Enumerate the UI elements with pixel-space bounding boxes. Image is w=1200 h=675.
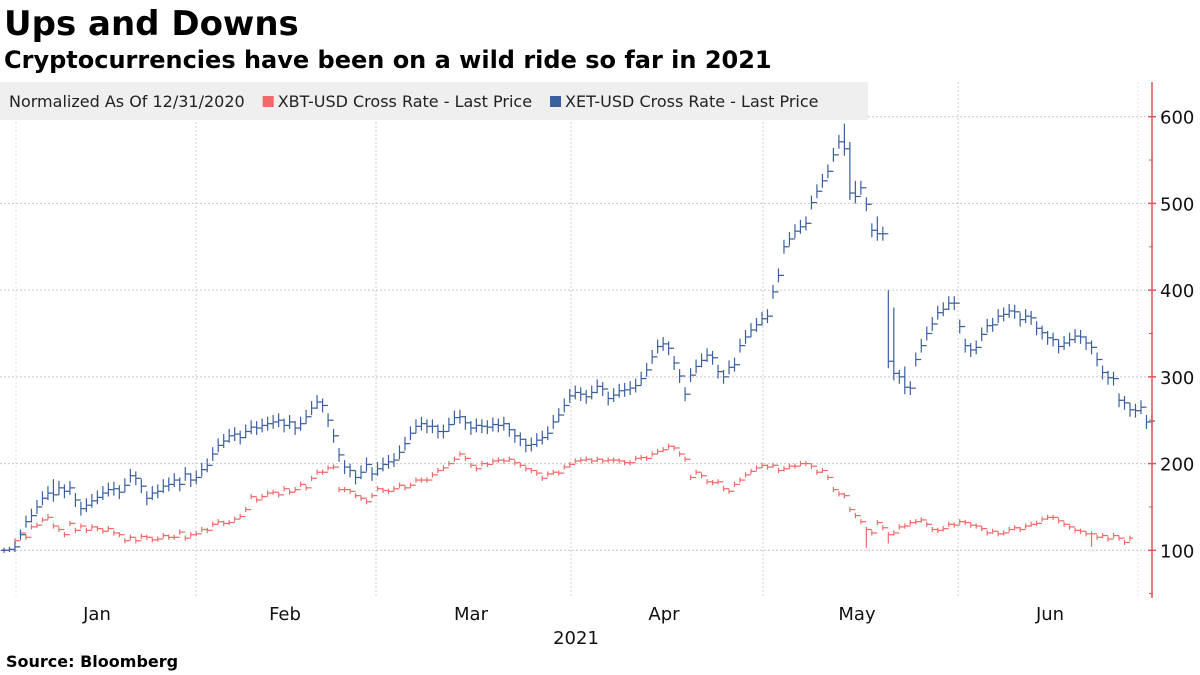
grid-layer: [0, 82, 1150, 598]
y-tick-label: 200: [1160, 455, 1194, 476]
legend-note: Normalized As Of 12/31/2020: [9, 92, 245, 111]
legend-label-xet: XET-USD Cross Rate - Last Price: [565, 92, 818, 111]
x-tick-label: Feb: [269, 604, 301, 625]
legend: Normalized As Of 12/31/2020 XBT-USD Cros…: [0, 82, 868, 120]
y-tick-label: 100: [1160, 541, 1194, 562]
y-tick-label: 600: [1160, 108, 1194, 129]
series-xbt: [1, 443, 1133, 553]
legend-background: [0, 82, 868, 120]
series-xet: [1, 123, 1155, 553]
x-tick-label: Apr: [648, 604, 680, 625]
x-tick-label: May: [838, 604, 876, 625]
x-axis-year-label: 2021: [553, 628, 599, 649]
chart-subtitle: Cryptocurrencies have been on a wild rid…: [4, 46, 772, 74]
legend-swatch-xet: [550, 96, 562, 107]
x-tick-label: Mar: [454, 604, 489, 625]
series-layer: [1, 123, 1155, 553]
axis-layer: 100 200 300 400 500 600 Jan Feb Mar Apr May Jun 2021: [82, 82, 1194, 649]
legend-swatch-xbt: [262, 96, 274, 107]
chart-title: Ups and Downs: [4, 4, 299, 44]
source-note: Source: Bloomberg: [6, 652, 179, 671]
x-tick-label: Jan: [82, 604, 111, 625]
x-tick-label: Jun: [1035, 604, 1064, 625]
y-tick-label: 300: [1160, 368, 1194, 389]
y-tick-label: 400: [1160, 281, 1194, 302]
legend-label-xbt: XBT-USD Cross Rate - Last Price: [278, 92, 532, 111]
y-tick-label: 500: [1160, 194, 1194, 215]
